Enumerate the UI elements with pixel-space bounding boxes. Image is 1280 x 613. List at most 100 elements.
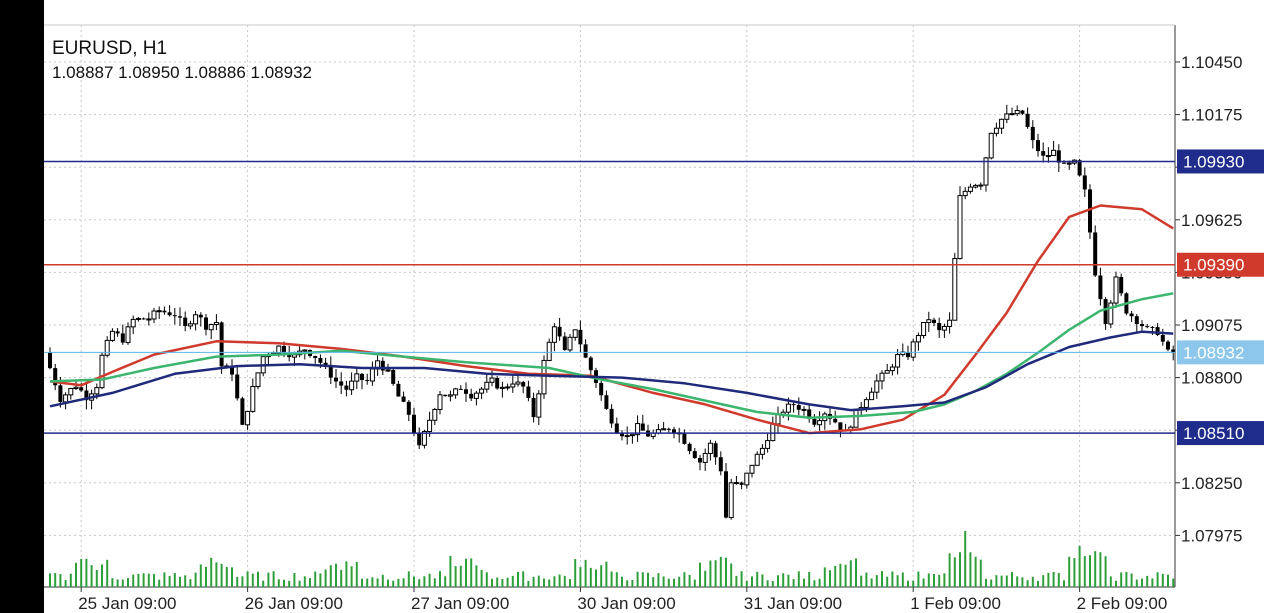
candle — [1145, 324, 1150, 329]
candle-body-up — [489, 377, 495, 383]
candle — [682, 429, 687, 445]
time-tick-label: 30 Jan 09:00 — [577, 594, 675, 613]
candle — [495, 376, 500, 390]
candle-body-down — [1150, 326, 1155, 328]
candle — [941, 323, 947, 338]
candle-body-up — [291, 354, 297, 358]
candle-body-down — [604, 395, 609, 409]
candle-body-down — [682, 432, 687, 444]
candle-body-down — [1088, 189, 1092, 233]
candle — [687, 442, 692, 455]
candle-body-up — [505, 386, 511, 389]
candle — [724, 463, 728, 519]
candle-body-up — [385, 369, 391, 372]
candle — [1051, 140, 1057, 157]
candle-body-down — [172, 315, 177, 317]
candle-body-down — [698, 458, 702, 463]
candle-body-up — [999, 118, 1005, 129]
candle — [1119, 273, 1124, 297]
candle — [412, 407, 416, 437]
candle-body-down — [1082, 175, 1087, 190]
candle-body-up — [479, 388, 485, 394]
candle-body-up — [983, 157, 989, 186]
candle — [609, 404, 614, 428]
candle-body-down — [1129, 313, 1134, 317]
candle-body-down — [282, 346, 286, 354]
candle — [365, 373, 370, 385]
candle — [1020, 109, 1025, 115]
candle — [526, 380, 531, 402]
candle — [380, 357, 385, 375]
candle — [219, 321, 224, 374]
candle-body-down — [620, 433, 624, 437]
candle — [562, 332, 567, 351]
candle — [187, 320, 193, 330]
candle-body-down — [219, 322, 224, 367]
candle — [937, 317, 942, 338]
candle — [895, 349, 901, 375]
candle — [932, 317, 936, 327]
candle-body-up — [208, 323, 214, 331]
candle — [323, 357, 328, 369]
candle — [473, 390, 479, 406]
candle-body-down — [230, 365, 234, 375]
candle-body-down — [1093, 232, 1098, 276]
price-label-text: 1.09930 — [1183, 152, 1244, 171]
candle-body-down — [495, 378, 500, 389]
candle — [115, 327, 120, 337]
candle — [84, 381, 89, 410]
candle — [749, 464, 755, 478]
candle-body-up — [354, 373, 360, 382]
candle-body-up — [135, 317, 141, 320]
candle — [583, 339, 588, 359]
candle-body-down — [833, 418, 838, 423]
candle-body-up — [952, 258, 958, 321]
candle-body-down — [557, 326, 562, 337]
candle — [1098, 267, 1103, 306]
price-label-text: 1.08510 — [1183, 424, 1244, 443]
candle-body-down — [58, 385, 63, 402]
horizontal-lines[interactable] — [44, 160, 1175, 434]
candle — [302, 349, 308, 360]
price-label-box — [1177, 340, 1264, 365]
price-tick-label: 1.08800 — [1181, 369, 1242, 388]
candle-body-up — [447, 394, 453, 397]
candle-body-up — [1113, 276, 1119, 304]
candle-body-up — [369, 368, 375, 382]
candle — [505, 383, 511, 391]
candle-body-up — [213, 321, 219, 325]
candle-body-up — [629, 434, 635, 437]
price-label-box — [1177, 421, 1264, 446]
candle — [484, 373, 490, 393]
candle — [775, 406, 781, 433]
candle-body-up — [510, 383, 516, 388]
candle — [391, 368, 396, 386]
candle — [151, 307, 157, 324]
candle — [983, 156, 989, 192]
candle-body-down — [417, 433, 422, 446]
candle-body-up — [432, 408, 438, 421]
candle — [978, 182, 984, 191]
candle — [759, 444, 765, 460]
candle — [344, 380, 349, 397]
candle-body-down — [578, 329, 583, 345]
price-tick-label: 1.09625 — [1181, 211, 1242, 230]
candle-body-up — [733, 482, 739, 485]
candle — [1025, 107, 1030, 129]
ohlc-readout: 1.08887 1.08950 1.08886 1.08932 — [52, 63, 312, 82]
time-tick-label: 31 Jan 09:00 — [744, 594, 842, 613]
volume-bars — [49, 531, 1175, 587]
candle-body-down — [380, 360, 385, 371]
candle-body-down — [562, 336, 567, 350]
candle — [334, 368, 338, 388]
candle — [614, 417, 619, 434]
price-tick-label: 1.10450 — [1181, 53, 1242, 72]
candle — [801, 406, 807, 416]
candle — [125, 322, 131, 345]
candle — [172, 307, 177, 325]
candle — [962, 187, 968, 200]
candle-body-up — [967, 186, 973, 192]
candle — [921, 322, 927, 339]
left-edge-bar — [0, 0, 44, 613]
